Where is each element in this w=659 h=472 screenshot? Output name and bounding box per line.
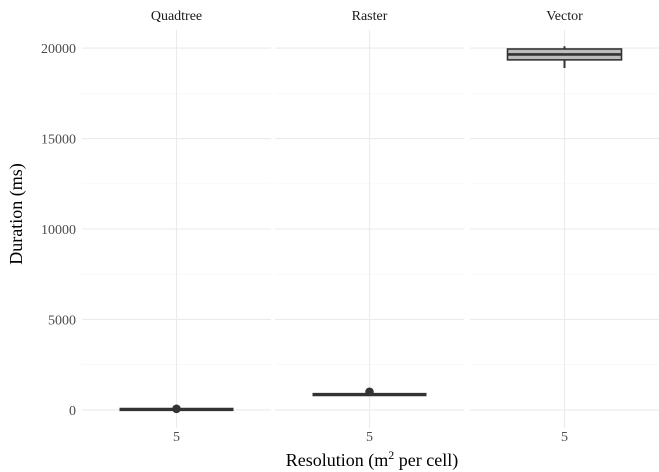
panel-quadtree: Quadtree 5	[82, 9, 271, 445]
boxplot	[119, 404, 234, 414]
x-axis-title: Resolution (m2 per cell)	[286, 448, 458, 471]
y-tick-labels: 0 5000 10000 15000 20000	[41, 42, 76, 419]
y-axis-title: Duration (ms)	[6, 163, 27, 264]
y-tick-label: 10000	[41, 223, 76, 238]
y-tick-label: 20000	[41, 42, 76, 57]
panel-strip-label: Raster	[352, 9, 388, 24]
y-tick-label: 0	[69, 404, 76, 419]
x-axis-title-superscript: 2	[388, 448, 394, 462]
panel-strip-label: Vector	[546, 9, 583, 24]
x-axis-title-main: Resolution (m	[286, 450, 389, 471]
box-outlier-point	[365, 387, 374, 397]
y-tick-label: 15000	[41, 133, 76, 148]
panel-strip-label: Quadtree	[151, 9, 202, 24]
box-outlier-point	[172, 404, 181, 414]
panels-layer: Quadtree 5 Raster 5 Vector 5	[82, 9, 659, 445]
x-tick-label: 5	[366, 430, 373, 445]
boxplot	[312, 387, 427, 397]
boxplot	[506, 46, 623, 68]
x-axis-title-suffix: per cell)	[394, 450, 458, 471]
x-tick-label: 5	[173, 430, 180, 445]
panel-raster: Raster 5	[275, 9, 464, 445]
panel-vector: Vector 5	[470, 9, 659, 445]
x-tick-label: 5	[561, 430, 568, 445]
y-tick-label: 5000	[48, 313, 76, 328]
